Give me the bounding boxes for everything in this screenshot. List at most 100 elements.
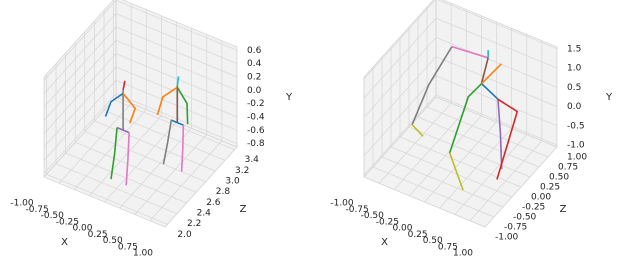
grid-line — [43, 0, 238, 81]
y-axis-label: Y — [285, 92, 293, 103]
z-tick-label: 2.6 — [206, 198, 221, 208]
z-tick-label: 0.50 — [549, 173, 569, 183]
grid-line — [43, 39, 238, 121]
grid-line — [43, 13, 238, 94]
z-tick-label: 0.00 — [531, 193, 551, 203]
y-tick-label: -1.0 — [567, 141, 585, 151]
z-tick-label: 3.2 — [235, 166, 249, 176]
grid-line — [43, 93, 238, 174]
x-tick-label: 0.00 — [72, 224, 92, 234]
x-tick-label: -0.50 — [41, 211, 65, 221]
x-tick-label: 0.25 — [408, 230, 428, 240]
z-tick-label: 2.0 — [177, 230, 192, 240]
y-tick-label: -0.8 — [247, 139, 265, 149]
y-tick-label: 0.0 — [567, 102, 582, 112]
x-axis-label: X — [61, 237, 68, 248]
grid-line — [363, 36, 558, 118]
z-tick-label: 2.8 — [216, 187, 231, 197]
skeleton-segment — [496, 98, 519, 180]
z-axis-label: Z — [560, 204, 567, 215]
z-tick-label: 2.2 — [187, 219, 201, 229]
grid-line — [363, 0, 558, 80]
grid-line — [74, 42, 197, 193]
y-tick-label: 0.5 — [567, 83, 581, 93]
grid-line — [46, 74, 168, 225]
grid-line — [149, 40, 223, 221]
x-tick-label: 0.50 — [423, 236, 443, 246]
grid-line — [363, 17, 558, 99]
x-tick-label: -0.25 — [56, 217, 79, 227]
skeleton-segment — [480, 83, 499, 100]
grid-line — [43, 0, 117, 178]
y-tick-label: -0.4 — [247, 113, 265, 123]
skeleton-segment — [176, 86, 189, 125]
z-tick-label: 1.00 — [567, 153, 587, 163]
x-tick-label: -0.25 — [376, 217, 399, 227]
x-tick-label: 0.75 — [118, 242, 138, 252]
skeleton-segment — [122, 92, 136, 124]
x-tick-label: -1.00 — [10, 199, 34, 209]
y-tick-label: 0.0 — [247, 86, 262, 96]
x-tick-label: 0.00 — [392, 224, 412, 234]
y-tick-label: 1.5 — [567, 44, 581, 54]
x-tick-label: 0.75 — [438, 242, 458, 252]
z-tick-label: 2.4 — [197, 209, 212, 219]
grid-line — [43, 53, 238, 134]
grid-line — [363, 75, 558, 157]
grid-line — [363, 94, 558, 176]
skeleton-segment — [104, 92, 124, 117]
y-tick-label: 0.2 — [247, 73, 261, 83]
x-tick-label: 0.25 — [88, 230, 108, 240]
y-tick-label: -0.5 — [567, 121, 585, 131]
x-tick-label: -0.50 — [361, 211, 385, 221]
x-tick-label: 1.00 — [133, 249, 153, 259]
grid-line — [43, 79, 238, 161]
grid-line — [435, 0, 558, 148]
x-axis-label: X — [381, 237, 388, 248]
grid-line — [84, 31, 206, 182]
grid-line — [134, 34, 208, 215]
grid-line — [417, 17, 540, 168]
chart-3d: -1.00-0.75-0.50-0.250.000.250.500.751.00… — [330, 0, 613, 259]
grid-line — [399, 37, 522, 188]
chart-3d: -1.00-0.75-0.50-0.250.000.250.500.751.00… — [10, 0, 293, 259]
skeleton-segment — [162, 119, 173, 165]
skeleton-segment — [411, 46, 453, 126]
skeleton-segment — [451, 45, 489, 59]
y-tick-label: -0.6 — [247, 126, 265, 136]
grid-line — [426, 7, 549, 158]
skeleton-segment — [170, 119, 184, 126]
skeleton-segment — [411, 124, 424, 137]
grid-line — [363, 56, 558, 137]
skeleton-segment — [156, 86, 178, 116]
grid-line — [43, 66, 238, 148]
z-tick-label: 3.0 — [225, 177, 240, 187]
y-tick-label: 1.0 — [567, 64, 582, 74]
grid-line — [164, 47, 238, 228]
skeleton-segment — [125, 132, 130, 186]
z-tick-label: 0.75 — [558, 163, 578, 173]
grid-line — [65, 53, 187, 204]
x-tick-label: -0.75 — [345, 205, 368, 215]
grid-line — [89, 15, 162, 196]
y-tick-label: 0.4 — [247, 59, 262, 69]
z-tick-label: 0.25 — [540, 183, 560, 193]
x-tick-label: 0.50 — [103, 236, 123, 246]
z-axis-label: Z — [240, 204, 247, 215]
grid-line — [103, 10, 226, 161]
grid-line — [372, 67, 495, 218]
skeleton-segment — [110, 127, 118, 180]
z-tick-label: -0.25 — [522, 203, 545, 213]
grid-line — [43, 26, 238, 108]
skeleton-segment — [497, 99, 503, 169]
grid-line — [73, 9, 147, 190]
grid-line — [55, 63, 178, 214]
z-tick-label: -1.00 — [495, 233, 519, 243]
grid-line — [94, 21, 216, 172]
y-tick-label: -0.2 — [247, 99, 265, 109]
skeleton-segment — [180, 125, 185, 172]
y-axis-label: Y — [605, 92, 613, 103]
skeleton-segment — [122, 80, 126, 91]
z-tick-label: -0.50 — [513, 213, 537, 223]
